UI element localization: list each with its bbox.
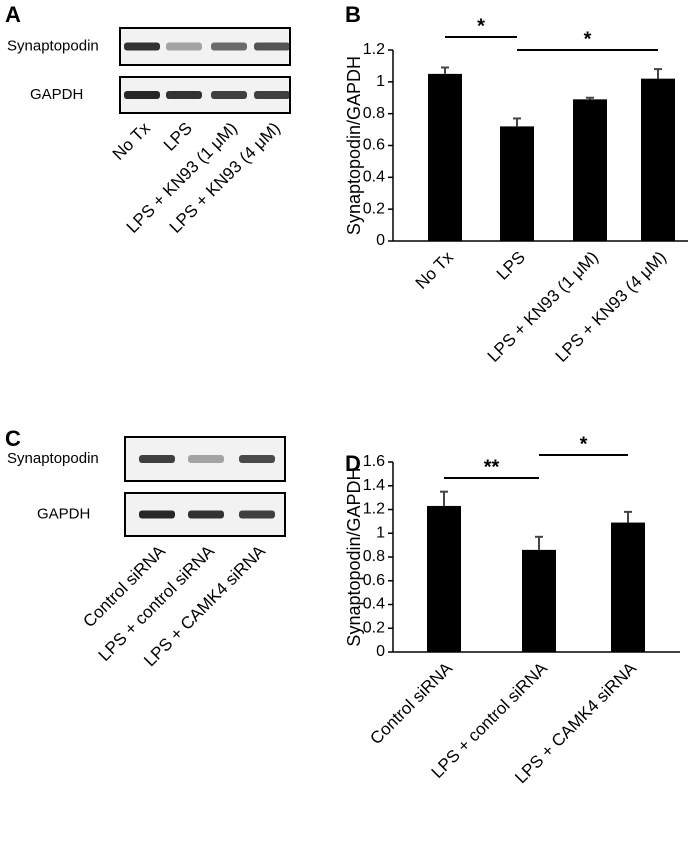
blot-band	[239, 510, 275, 519]
blot-band	[139, 510, 175, 519]
bar	[611, 522, 645, 652]
y-axis-label: Synaptopodin/GAPDH	[344, 467, 364, 646]
significance-label: **	[484, 456, 500, 478]
blot-band	[166, 42, 202, 51]
x-tick-label: No Tx	[412, 247, 458, 293]
panel-letter: B	[345, 2, 361, 27]
significance-label: *	[580, 433, 588, 455]
blot-band	[254, 91, 290, 99]
y-tick-label: 0.8	[363, 105, 385, 122]
lane-label: LPS	[160, 119, 196, 155]
x-tick-label: LPS	[493, 248, 529, 284]
blot-band	[188, 510, 224, 519]
blot-row-label: GAPDH	[30, 86, 83, 103]
blot-row-label: Synaptopodin	[7, 37, 99, 54]
y-tick-label: 1.2	[363, 41, 385, 58]
blot-band	[139, 455, 175, 463]
y-tick-label: 0.2	[363, 619, 385, 636]
panel-letter: D	[345, 451, 361, 476]
significance-label: *	[584, 28, 592, 50]
blot-band	[211, 42, 247, 51]
blot-band	[166, 91, 202, 99]
y-tick-label: 0	[376, 643, 385, 660]
blot-band	[211, 91, 247, 99]
y-tick-label: 1	[376, 524, 385, 541]
y-tick-label: 0.8	[363, 548, 385, 565]
blot-row-label: Synaptopodin	[7, 450, 99, 467]
panel-letter: A	[5, 2, 21, 27]
significance-label: *	[477, 15, 485, 37]
blot-band	[188, 455, 224, 463]
x-tick-label: Control siRNA	[366, 658, 456, 748]
y-tick-label: 0.4	[363, 596, 385, 613]
bar	[428, 73, 462, 241]
y-tick-label: 1.2	[363, 501, 385, 518]
y-tick-label: 0	[376, 232, 385, 249]
blot-row-label: GAPDH	[37, 505, 90, 522]
blot-band	[124, 42, 160, 51]
y-tick-label: 1	[376, 73, 385, 90]
bar	[573, 99, 607, 241]
bar	[522, 549, 556, 652]
y-tick-label: 0.6	[363, 137, 385, 154]
bar	[500, 126, 534, 241]
y-axis-label: Synaptopodin/GAPDH	[344, 56, 364, 235]
y-tick-label: 0.6	[363, 572, 385, 589]
bar	[427, 505, 461, 652]
y-tick-label: 1.6	[363, 453, 385, 470]
panel-letter: C	[5, 426, 21, 451]
lane-label: No Tx	[109, 118, 155, 164]
blot-band	[239, 455, 275, 463]
bar	[641, 78, 675, 242]
y-tick-label: 1.4	[363, 477, 385, 494]
blot-band	[124, 91, 160, 99]
y-tick-label: 0.4	[363, 169, 385, 186]
y-tick-label: 0.2	[363, 200, 385, 217]
lane-label: Control siRNA	[79, 541, 169, 631]
blot-band	[254, 42, 290, 51]
